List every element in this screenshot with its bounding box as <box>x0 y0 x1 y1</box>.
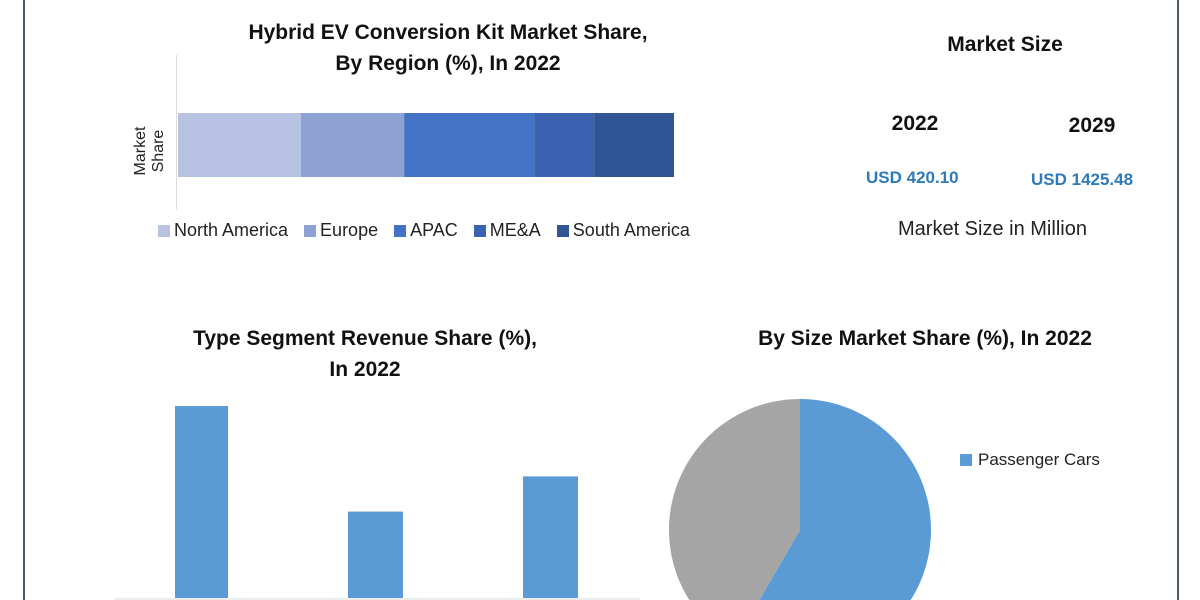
legend-swatch <box>473 224 486 237</box>
region-legend: North America Europe APAC ME&A South America <box>158 220 690 241</box>
title-line: Hybrid EV Conversion Kit Market Share, <box>248 21 648 44</box>
pie-legend: Passenger Cars <box>960 450 1100 470</box>
market-year-2022: 2022 <box>891 112 939 135</box>
region-segment-north-america <box>178 113 302 177</box>
legend-item: ME&A <box>473 220 541 241</box>
market-size-title: Market Size <box>947 33 1063 56</box>
market-value-2029: USD 1425.48 <box>1031 170 1134 189</box>
type-bar <box>175 406 228 598</box>
title-line: By Region (%), In 2022 <box>335 52 561 75</box>
legend-label: ME&A <box>489 220 541 240</box>
title-line: In 2022 <box>329 358 401 381</box>
type-bar <box>523 476 578 598</box>
legend-swatch <box>304 224 317 237</box>
region-segment-south-america <box>594 113 674 177</box>
region-chart-title: Hybrid EV Conversion Kit Market Share, B… <box>178 17 718 79</box>
legend-swatch <box>158 224 170 237</box>
legend-label: Passenger Cars <box>978 450 1100 469</box>
size-chart-title: By Size Market Share (%), In 2022 <box>758 327 1092 350</box>
pie-slice <box>669 399 800 600</box>
legend-label: South America <box>572 220 690 240</box>
region-segment-europe <box>301 113 405 177</box>
legend-label: North America <box>174 220 289 240</box>
infographic-frame <box>23 0 1179 600</box>
legend-label: APAC <box>410 220 458 240</box>
type-chart-title: Type Segment Revenue Share (%), In 2022 <box>140 323 590 385</box>
market-value-2022: USD 420.10 <box>866 168 959 187</box>
legend-item: APAC <box>394 220 458 241</box>
market-year-2029: 2029 <box>1068 114 1116 137</box>
region-segment-me-a <box>534 113 595 177</box>
region-axis <box>176 55 177 210</box>
type-bar <box>348 511 403 598</box>
legend-swatch <box>556 224 569 237</box>
market-size-unit: Market Size in Million <box>898 218 1087 240</box>
legend-swatch <box>960 454 972 466</box>
legend-label: Europe <box>320 220 379 240</box>
legend-swatch <box>394 224 407 237</box>
pie-slice <box>759 399 931 600</box>
title-line: Type Segment Revenue Share (%), <box>193 327 537 350</box>
legend-item: South America <box>556 220 690 241</box>
legend-item: Europe <box>304 220 378 241</box>
region-segment-apac <box>404 113 535 177</box>
legend-item: North America <box>158 220 288 241</box>
